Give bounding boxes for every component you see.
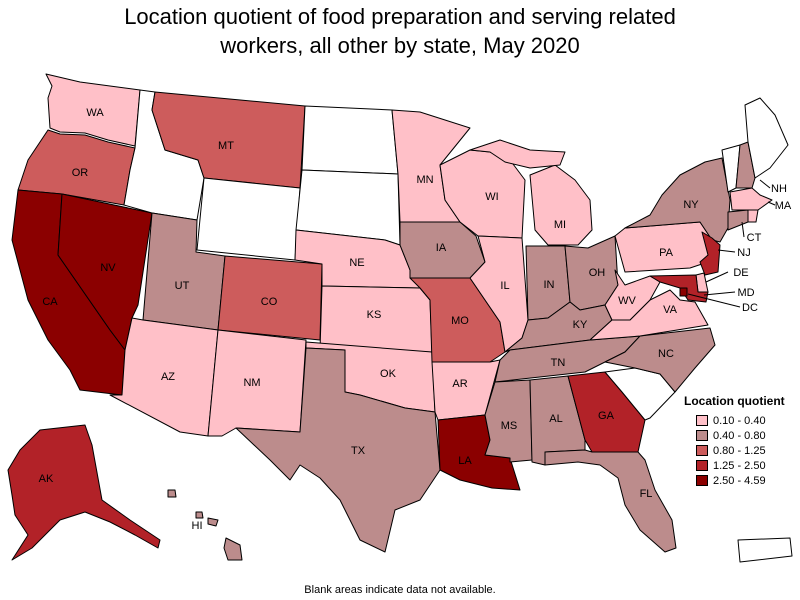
label-mn: MN (416, 174, 433, 186)
label-ny: NY (683, 199, 699, 211)
label-nc: NC (658, 348, 674, 360)
state-nj[interactable] (699, 231, 721, 276)
label-va: VA (663, 304, 678, 316)
label-nm: NM (243, 377, 260, 389)
state-ma[interactable] (729, 187, 773, 211)
footnote: Blank areas indicate data not available. (304, 584, 496, 596)
title-line-1: Location quotient of food preparation an… (124, 4, 676, 29)
map-title: Location quotient of food preparation an… (0, 2, 800, 60)
label-ar: AR (452, 378, 467, 390)
label-mo: MO (451, 315, 469, 327)
state-ak[interactable] (7, 424, 161, 561)
state-mi[interactable] (529, 164, 593, 246)
state-pr[interactable] (737, 537, 793, 563)
state-tx[interactable] (235, 347, 441, 553)
label-ut: UT (175, 280, 190, 292)
label-la: LA (458, 455, 472, 467)
label-wv: WV (618, 295, 636, 307)
label-ks: KS (367, 309, 382, 321)
legend-item: 2.50 - 4.59 (684, 473, 800, 488)
label-wi: WI (485, 191, 498, 203)
label-wa: WA (86, 107, 104, 119)
label-ia: IA (436, 242, 447, 254)
state-nh[interactable] (735, 141, 756, 189)
legend-title: Location quotient (684, 394, 785, 408)
state-hi[interactable] (167, 489, 243, 561)
legend-swatch (696, 445, 708, 456)
legend-label: 0.40 - 0.80 (713, 429, 766, 442)
legend-item: 0.40 - 0.80 (684, 428, 800, 443)
legend-item: 0.80 - 1.25 (684, 443, 800, 458)
label-ms: MS (501, 420, 518, 432)
callout-lines (687, 179, 776, 308)
state-me[interactable] (744, 97, 789, 179)
legend-swatch (696, 460, 708, 471)
state-wa[interactable] (45, 73, 141, 147)
state-fl[interactable] (544, 449, 677, 553)
label-il: IL (500, 280, 509, 292)
label-ca: CA (42, 296, 58, 308)
legend: Location quotient 0.10 - 0.40 0.40 - 0.8… (684, 394, 800, 488)
label-mt: MT (218, 140, 234, 152)
legend-label: 0.10 - 0.40 (713, 414, 766, 427)
state-il[interactable] (469, 235, 529, 353)
label-tx: TX (351, 445, 366, 457)
label-ky: KY (573, 319, 588, 331)
legend-label: 1.25 - 2.50 (713, 459, 766, 472)
label-tn: TN (551, 357, 566, 369)
label-ga: GA (598, 410, 615, 422)
state-mi-up[interactable] (469, 139, 566, 169)
state-ct[interactable] (727, 209, 749, 231)
legend-item: 0.10 - 0.40 (684, 413, 800, 428)
label-md: MD (737, 287, 754, 299)
label-ct: CT (747, 232, 762, 244)
label-nj: NJ (737, 247, 750, 259)
label-mi: MI (554, 219, 566, 231)
legend-swatch (696, 415, 708, 426)
legend-label: 0.80 - 1.25 (713, 444, 766, 457)
state-nd[interactable] (301, 105, 399, 175)
label-oh: OH (589, 267, 606, 279)
state-dc[interactable] (679, 287, 688, 297)
title-line-2: workers, all other by state, May 2020 (220, 33, 580, 58)
label-nh: NH (771, 183, 787, 195)
label-al: AL (549, 413, 562, 425)
legend-swatch (696, 430, 708, 441)
label-in: IN (544, 279, 555, 291)
state-ri[interactable] (747, 209, 759, 223)
label-co: CO (261, 296, 278, 308)
label-nv: NV (100, 262, 116, 274)
label-fl: FL (640, 488, 653, 500)
label-pa: PA (659, 247, 674, 259)
label-az: AZ (161, 371, 175, 383)
state-wy[interactable] (196, 177, 301, 261)
label-ne: NE (349, 257, 364, 269)
label-de: DE (733, 267, 748, 279)
legend-item: 1.25 - 2.50 (684, 458, 800, 473)
label-dc: DC (742, 302, 758, 314)
state-nc[interactable] (604, 327, 716, 393)
label-hi: HI (192, 520, 203, 532)
label-or: OR (72, 167, 89, 179)
legend-label: 2.50 - 4.59 (713, 474, 766, 487)
label-ak: AK (39, 473, 54, 485)
label-ok: OK (380, 368, 397, 380)
label-ma: MA (775, 200, 792, 212)
legend-swatch (696, 475, 708, 486)
